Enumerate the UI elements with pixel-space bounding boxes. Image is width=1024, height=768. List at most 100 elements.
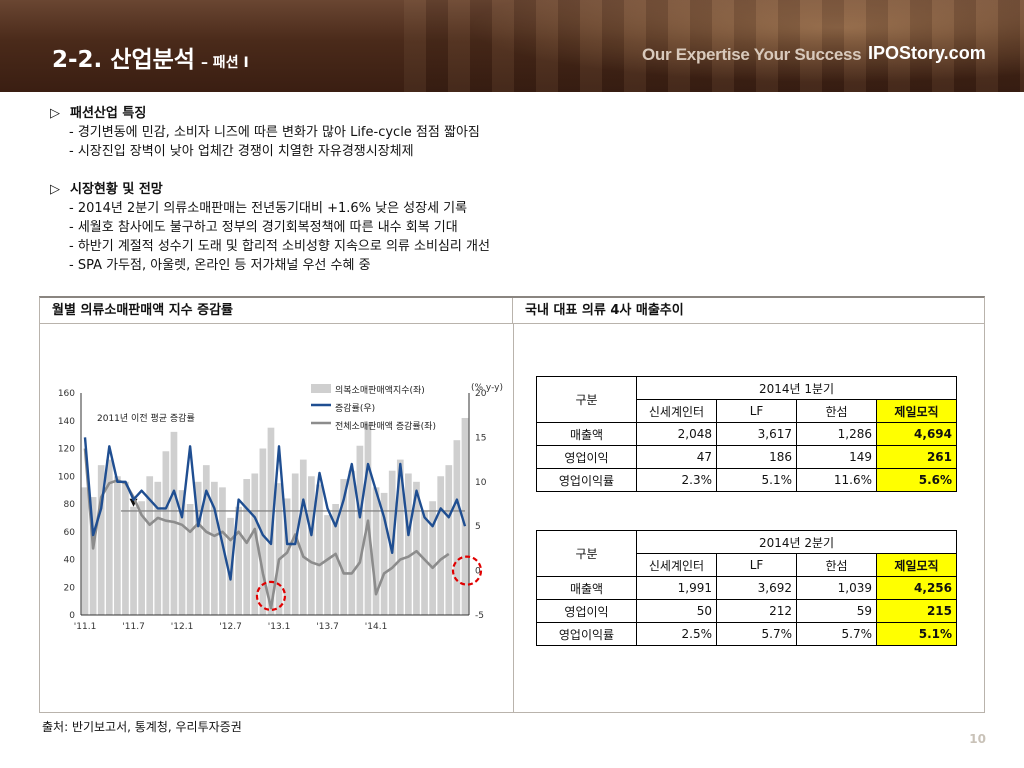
table-label: 구분 — [536, 376, 637, 423]
table-row: 영업이익률 2.3% 5.1% 11.6% 5.6% — [536, 468, 957, 492]
chart-bar — [267, 427, 275, 615]
table-row: 영업이익 50 212 59 215 — [536, 599, 957, 623]
triangle-bullet-icon: ▷ — [50, 182, 60, 197]
header-slogan: Our Expertise Your Success — [642, 45, 862, 64]
table-cell: 261 — [876, 445, 957, 469]
chart-bar — [178, 490, 186, 615]
chart-bar — [130, 506, 137, 615]
legend-label: 의복소매판매액지수(좌) — [335, 384, 425, 396]
table-row: 영업이익 47 186 149 261 — [536, 445, 957, 469]
y-right-tick-label: -5 — [475, 611, 484, 621]
table-cell: 5.7% — [796, 622, 877, 646]
table-cell: 2.3% — [636, 468, 717, 492]
chart-bar — [283, 498, 291, 615]
table-cell: 11.6% — [796, 468, 877, 492]
chart-bar — [437, 476, 445, 615]
table-cell: 3,692 — [716, 576, 797, 600]
table-period: 2014년 2분기 — [636, 530, 957, 554]
source-note: 출처: 반기보고서, 통계청, 우리투자증권 — [42, 720, 242, 734]
legend-label: 전체소매판매액 증감률(좌) — [335, 420, 436, 432]
chart-bar — [251, 473, 259, 615]
total-retail-growth-line — [83, 448, 450, 610]
x-tick-label: '11.7 — [122, 622, 145, 632]
chart-bar — [105, 459, 113, 615]
chart-bar — [194, 481, 202, 615]
y-left-tick-label: 100 — [58, 472, 75, 482]
y-left-tick-label: 0 — [69, 611, 75, 621]
y-left-tick-label: 120 — [58, 445, 75, 455]
content-panels: 월별 의류소매판매액 지수 증감률 국내 대표 의류 4사 매출추이 0 20 40… — [39, 296, 985, 713]
chart-bar — [372, 487, 380, 615]
y-right-tick-label: 20 — [475, 389, 487, 399]
slide-header: 2-2. 산업분석 – 패션 I Our Expertise Your Succe… — [0, 0, 1024, 92]
table-cell: 149 — [796, 445, 877, 469]
chart-bar — [316, 484, 323, 615]
chart-bar — [308, 476, 315, 615]
chart-bar — [202, 465, 210, 615]
slide-subtitle: – 패션 I — [200, 55, 249, 71]
x-tick-label: '12.7 — [219, 622, 242, 632]
section-heading-market: ▷ 시장현황 및 전망 — [50, 180, 990, 199]
company-header: 신세계인터 — [636, 553, 717, 577]
company-header: 신세계인터 — [636, 399, 717, 423]
chart-bar — [356, 445, 364, 615]
table-period: 2014년 1분기 — [636, 376, 957, 400]
chart-bar — [405, 473, 412, 615]
q1-table: 구분 2014년 1분기 신세계인터 LF 한섬 제일모직 매출액 2,048 … — [536, 376, 957, 492]
y-left-tick-label: 60 — [64, 528, 76, 538]
apparel-growth-line — [83, 437, 467, 581]
company-header: 한섬 — [796, 399, 877, 423]
chart-bar — [146, 476, 154, 615]
q2-table: 구분 2014년 2분기 신세계인터 LF 한섬 제일모직 매출액 1,991 … — [536, 530, 957, 646]
chart-bar — [396, 459, 404, 615]
chart-bar — [219, 487, 226, 615]
company-header: LF — [716, 553, 797, 577]
table-cell: 1,991 — [636, 576, 717, 600]
row-label: 영업이익 — [536, 599, 637, 623]
company-header: 제일모직 — [876, 553, 957, 577]
y-left-tick-label: 80 — [64, 500, 76, 510]
row-label: 영업이익 — [536, 445, 637, 469]
chart-bar — [421, 510, 428, 615]
chart-bar — [81, 487, 89, 615]
chart-bar — [186, 504, 194, 615]
chart-bar — [445, 465, 453, 615]
chart-bar — [348, 470, 356, 615]
retail-sales-chart: 0 20 40 60 80 100 120 140 160 -5 0 5 10 15 20 (% y-y) '1… — [49, 376, 504, 671]
table-cell: 5.1% — [716, 468, 797, 492]
section-title: 시장현황 및 전망 — [70, 182, 163, 197]
x-tick-label: '13.7 — [316, 622, 339, 632]
chart-bar — [340, 479, 348, 615]
y-left-tick-label: 160 — [58, 389, 75, 399]
header-background-photo — [404, 0, 1024, 92]
y-right-tick-label: 5 — [475, 522, 481, 532]
row-label: 영업이익률 — [536, 468, 637, 492]
company-header: 한섬 — [796, 553, 877, 577]
table-cell: 4,256 — [876, 576, 957, 600]
table-row: 매출액 1,991 3,692 1,039 4,256 — [536, 576, 957, 600]
chart-bar — [89, 497, 97, 615]
table-cell: 59 — [796, 599, 877, 623]
y-left-tick-label: 40 — [64, 556, 76, 566]
table-cell: 5.7% — [716, 622, 797, 646]
chart-bar — [413, 481, 420, 615]
table-cell: 5.6% — [876, 468, 957, 492]
y-right-tick-label: 15 — [475, 433, 486, 443]
table-cell: 4,694 — [876, 422, 957, 446]
chart-bar — [324, 515, 331, 615]
y-right-unit-label: (% y-y) — [471, 383, 503, 393]
bullet-item: - 경기변동에 민감, 소비자 니즈에 따른 변화가 많아 Life-cycle… — [69, 125, 480, 140]
chart-bar — [332, 504, 339, 615]
chart-bar — [259, 448, 267, 615]
chart-bar — [429, 501, 436, 615]
panel-divider — [513, 324, 514, 713]
page-number: 10 — [969, 732, 986, 746]
y-left-tick-label: 140 — [58, 417, 75, 427]
header-brand: IPOStory.com — [868, 43, 986, 63]
row-label: 매출액 — [536, 422, 637, 446]
x-tick-label: '11.1 — [74, 622, 97, 632]
legend-bar-swatch — [311, 384, 331, 393]
x-tick-label: '13.1 — [268, 622, 291, 632]
table-cell: 186 — [716, 445, 797, 469]
chart-bar — [235, 506, 242, 615]
